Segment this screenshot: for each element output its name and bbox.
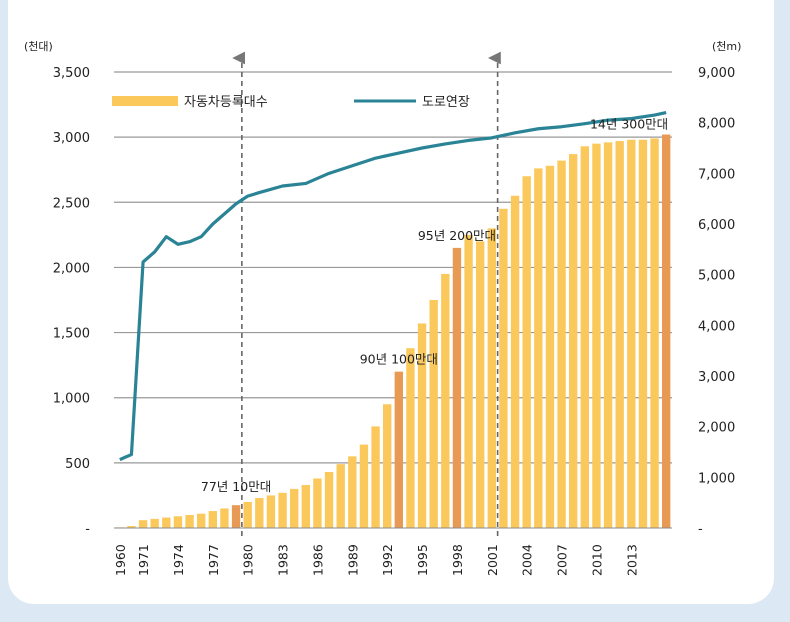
right-tick-label: 5,000 xyxy=(698,269,735,284)
bar xyxy=(603,142,613,528)
bar xyxy=(278,492,287,528)
bar xyxy=(394,371,403,528)
chart-card: - 500 1,000 1,500 2,000 2,500 3,000 3,500 - 1,000… xyxy=(8,0,774,604)
x-tick-label: 1989 xyxy=(345,544,360,576)
bar xyxy=(417,323,427,528)
bar xyxy=(487,228,496,529)
bar xyxy=(406,348,415,528)
legend-swatch-bar xyxy=(112,96,178,106)
bar xyxy=(464,234,473,528)
right-tick-label: 8,000 xyxy=(698,117,735,132)
right-tick-label: 3,000 xyxy=(698,370,735,385)
x-tick-label: 1986 xyxy=(310,544,325,576)
bar xyxy=(138,520,148,528)
annotation-label: 77년 10만대 xyxy=(201,479,271,494)
bar xyxy=(185,514,194,528)
left-tick-label: 1,000 xyxy=(53,392,90,407)
left-tick-label: 3,000 xyxy=(53,131,90,146)
bar xyxy=(359,444,369,528)
annotations: 77년 10만대 90년 100만대 95년 200만대 14년 300만대 xyxy=(201,117,668,495)
bar xyxy=(127,526,136,528)
bar xyxy=(499,208,508,529)
left-tick-label: - xyxy=(85,522,90,537)
bar xyxy=(231,505,241,528)
bar xyxy=(336,464,345,528)
bar xyxy=(441,273,450,528)
x-tick-label: 1977 xyxy=(206,544,221,576)
bar xyxy=(255,498,264,528)
bar xyxy=(592,143,601,528)
bar xyxy=(510,195,520,528)
bar xyxy=(301,485,310,528)
bar xyxy=(150,518,159,528)
bar-series xyxy=(115,134,671,529)
x-tick-label: 1960 xyxy=(113,544,128,576)
road-length-line xyxy=(119,110,667,462)
gridlines xyxy=(114,71,672,464)
right-tick-label: 4,000 xyxy=(698,319,735,334)
bar xyxy=(173,516,183,528)
bar xyxy=(266,495,276,528)
x-tick-label: 1980 xyxy=(241,544,256,576)
legend: 자동차등록대수 도로연장 xyxy=(112,95,470,110)
x-tick-label: 2001 xyxy=(485,544,500,576)
left-tick-label: 2,000 xyxy=(53,261,90,276)
bar xyxy=(220,508,229,528)
x-tick-label: 1971 xyxy=(136,544,151,576)
right-axis-unit: (천m) xyxy=(712,39,741,53)
right-tick-label: 6,000 xyxy=(698,218,735,233)
bar xyxy=(452,247,462,528)
left-tick-label: 2,500 xyxy=(53,196,90,211)
legend-label-bar: 자동차등록대수 xyxy=(184,95,268,110)
annotation-label: 95년 200만대 xyxy=(418,228,496,243)
right-tick-label: - xyxy=(698,522,703,537)
x-tick-label: 2013 xyxy=(624,544,639,576)
x-tick-label: 1974 xyxy=(171,544,186,576)
bar xyxy=(383,404,392,528)
x-tick-label: 1983 xyxy=(276,544,291,576)
chart: - 500 1,000 1,500 2,000 2,500 3,000 3,500 - 1,000… xyxy=(24,39,741,576)
bar xyxy=(324,471,334,528)
bar xyxy=(348,456,357,528)
bar xyxy=(650,138,659,528)
bar xyxy=(208,511,217,528)
bar xyxy=(662,134,671,528)
bar xyxy=(243,501,252,528)
bar xyxy=(197,513,206,528)
annotation-label: 14년 300만대 xyxy=(590,117,668,132)
left-tick-label: 1,500 xyxy=(53,327,90,342)
bar xyxy=(615,141,624,528)
right-tick-label: 7,000 xyxy=(698,167,735,182)
bar xyxy=(429,300,438,528)
bar xyxy=(162,517,171,528)
left-tick-label: 3,500 xyxy=(53,66,90,81)
x-tick-label: 2004 xyxy=(520,544,535,576)
bar xyxy=(522,176,531,528)
left-tick-label: 500 xyxy=(65,457,90,472)
x-tick-label: 1995 xyxy=(415,544,430,576)
bar xyxy=(580,146,589,528)
bar xyxy=(534,168,543,528)
bar xyxy=(545,165,555,528)
bar xyxy=(371,426,380,528)
x-tick-label: 1998 xyxy=(450,544,465,576)
annotation-label: 90년 100만대 xyxy=(360,352,438,367)
x-tick-label: 2010 xyxy=(589,544,604,576)
bar xyxy=(557,160,566,528)
bar xyxy=(627,139,636,528)
right-tick-label: 2,000 xyxy=(698,421,735,436)
x-tick-label: 1992 xyxy=(380,544,395,576)
bar xyxy=(476,241,485,528)
bar xyxy=(313,478,322,528)
x-tick-label: 2007 xyxy=(555,544,570,576)
legend-label-line: 도로연장 xyxy=(422,95,470,110)
right-tick-label: 9,000 xyxy=(698,66,735,81)
line-series xyxy=(119,110,667,462)
bar xyxy=(569,154,578,528)
bar xyxy=(638,139,648,528)
axes: - 500 1,000 1,500 2,000 2,500 3,000 3,500 - 1,000… xyxy=(53,66,735,576)
right-tick-label: 1,000 xyxy=(698,471,735,486)
bar xyxy=(290,488,299,528)
left-axis-unit: (천대) xyxy=(24,39,53,53)
